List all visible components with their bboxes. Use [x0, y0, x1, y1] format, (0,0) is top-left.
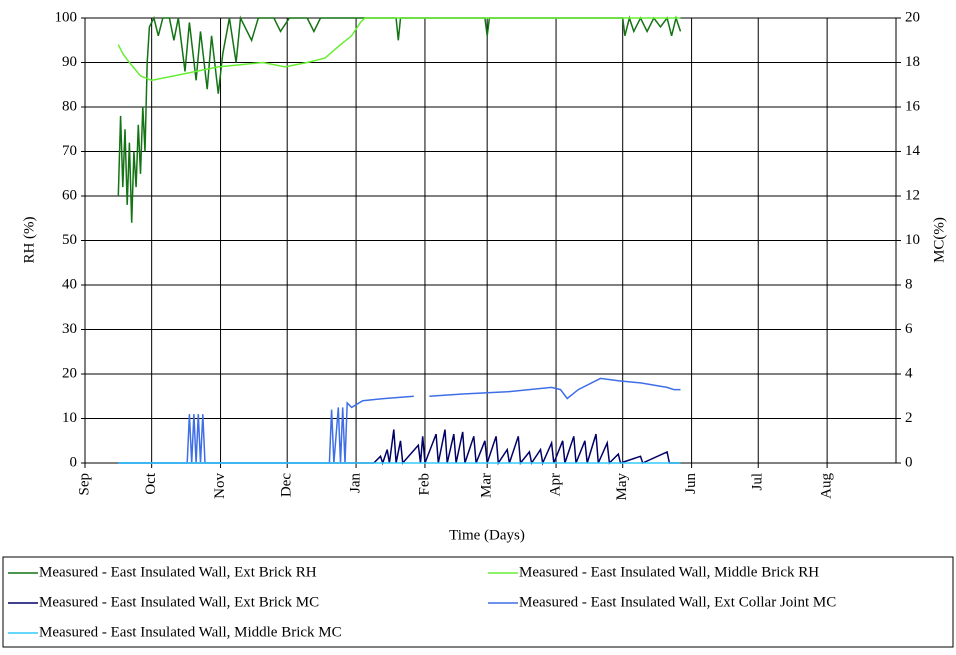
series-line — [118, 429, 681, 466]
y2-tick-label: 0 — [905, 454, 913, 470]
y-tick-label: 0 — [70, 454, 78, 470]
y2-tick-label: 18 — [905, 54, 920, 70]
y-tick-label: 80 — [62, 98, 77, 114]
x-tick-label: Feb — [416, 473, 432, 496]
y-tick-label: 20 — [62, 365, 77, 381]
y2-tick-label: 10 — [905, 232, 920, 248]
x-tick-label: Aug — [819, 473, 835, 499]
y-tick-label: 60 — [62, 187, 77, 203]
x-tick-label: Jan — [348, 473, 364, 493]
y2-tick-label: 12 — [905, 187, 920, 203]
x-tick-label: Dec — [279, 473, 295, 497]
x-tick-label: Mar — [479, 473, 495, 498]
y2-tick-label: 4 — [905, 365, 913, 381]
legend-label: Measured - East Insulated Wall, Ext Coll… — [519, 594, 836, 610]
legend-label: Measured - East Insulated Wall, Middle B… — [519, 564, 819, 580]
y2-tick-label: 14 — [905, 143, 921, 159]
x-tick-label: Apr — [547, 473, 563, 496]
x-tick-label: Oct — [143, 472, 159, 494]
x-axis-label: Time (Days) — [449, 527, 525, 543]
y2-axis-label: MC(%) — [931, 217, 947, 263]
legend-label: Measured - East Insulated Wall, Middle B… — [39, 624, 342, 640]
y-axis-label: RH (%) — [21, 216, 37, 263]
y2-tick-label: 8 — [905, 276, 913, 292]
series-line — [118, 377, 681, 464]
y-tick-label: 70 — [62, 143, 77, 159]
y-tick-label: 10 — [62, 410, 77, 426]
legend-label: Measured - East Insulated Wall, Ext Bric… — [39, 594, 319, 610]
y-tick-label: 100 — [55, 9, 78, 25]
series-line — [117, 15, 682, 223]
y-tick-label: 40 — [62, 276, 77, 292]
y-tick-label: 50 — [62, 232, 77, 248]
y2-tick-label: 20 — [905, 9, 920, 25]
x-tick-label: Jun — [683, 473, 699, 494]
series-line — [117, 17, 681, 82]
y2-tick-label: 16 — [905, 98, 921, 114]
y-tick-label: 90 — [62, 54, 77, 70]
y2-tick-label: 6 — [905, 321, 913, 337]
y-tick-label: 30 — [62, 321, 77, 337]
x-tick-label: Sep — [76, 473, 92, 496]
y2-tick-label: 2 — [905, 410, 913, 426]
x-tick-label: Nov — [212, 473, 228, 499]
x-tick-label: Jul — [750, 473, 766, 491]
legend-box — [2, 556, 954, 648]
x-tick-label: May — [614, 473, 630, 501]
legend-label: Measured - East Insulated Wall, Ext Bric… — [39, 564, 317, 580]
